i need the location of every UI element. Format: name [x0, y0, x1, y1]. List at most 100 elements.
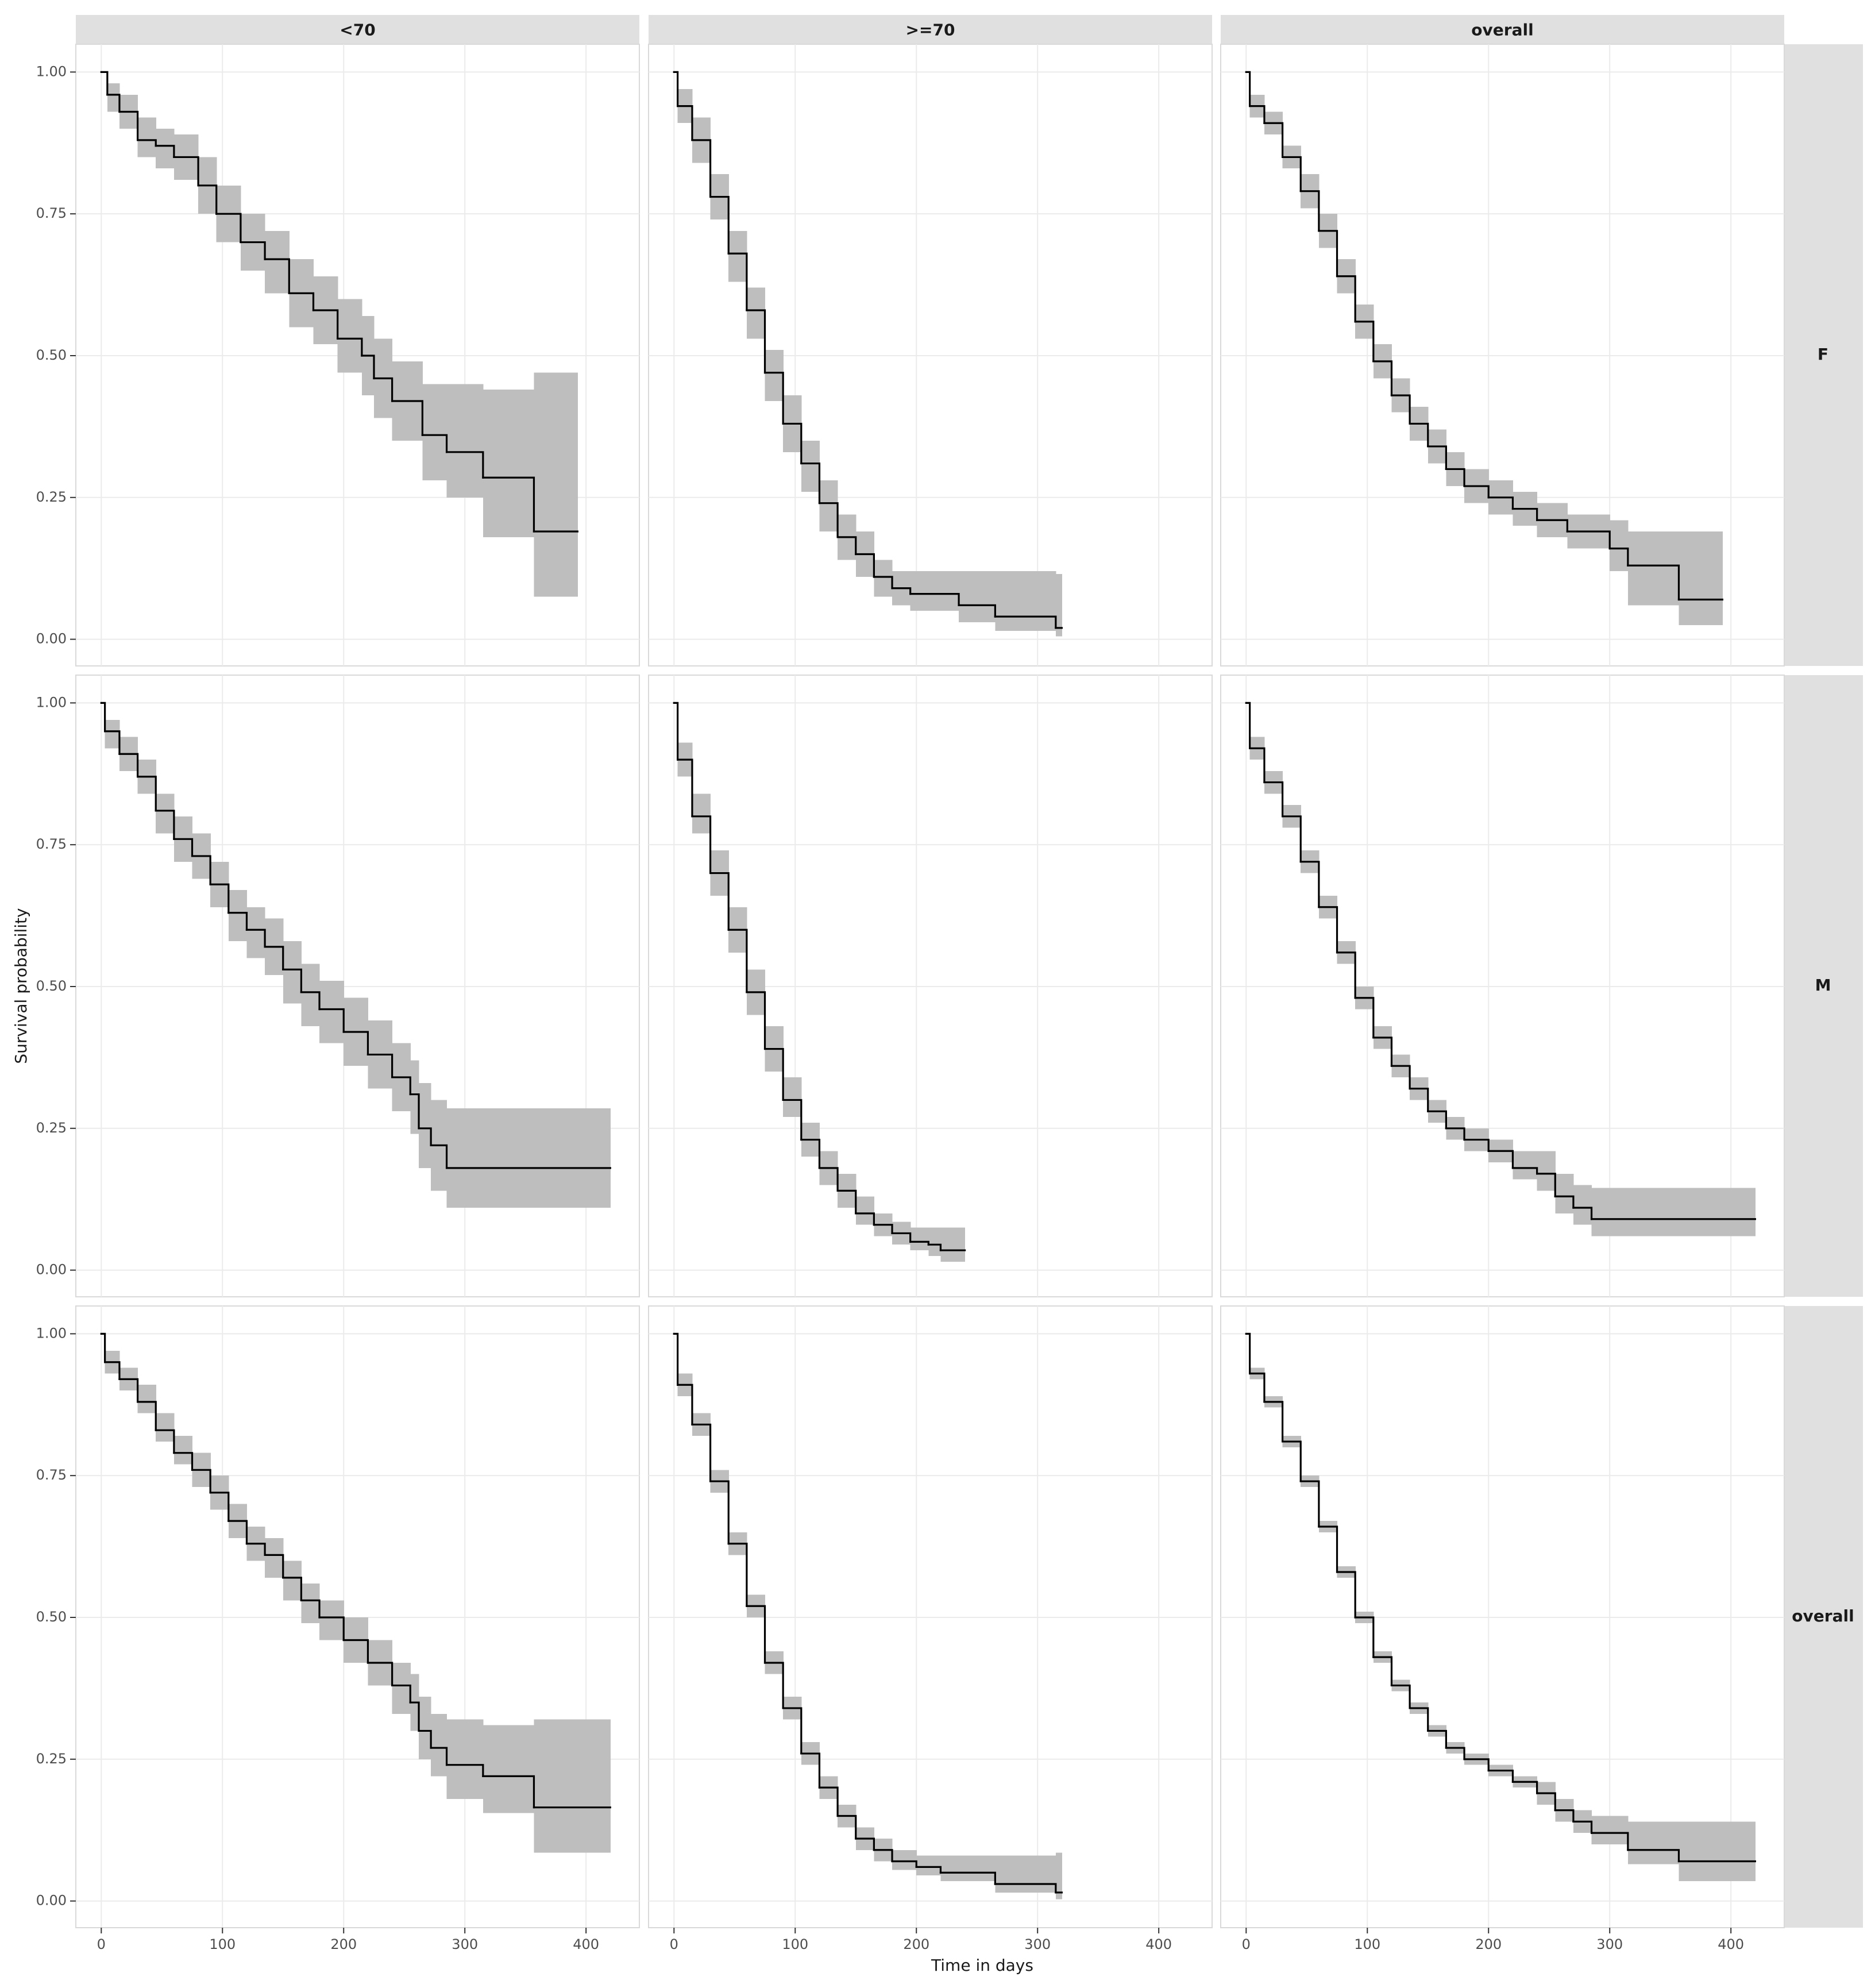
confidence-band — [173, 1436, 193, 1465]
survival-step — [1263, 781, 1284, 818]
survival-step — [391, 1684, 411, 1704]
survival-step — [482, 1775, 535, 1809]
confidence-band — [801, 441, 820, 492]
survival-step — [818, 1786, 839, 1817]
confidence-band — [940, 1855, 996, 1882]
survival-step — [240, 241, 266, 260]
survival-step — [1572, 1207, 1593, 1220]
survival-step — [173, 156, 199, 187]
survival-step — [209, 1492, 230, 1522]
survival-step — [1566, 530, 1611, 550]
survival-step — [1245, 1332, 1251, 1375]
confidence-band — [783, 1077, 802, 1118]
confidence-band — [765, 350, 784, 401]
survival-step — [873, 1224, 893, 1235]
confidence-band — [1610, 520, 1629, 572]
survival-step — [1263, 1401, 1284, 1443]
confidence-band — [959, 571, 996, 622]
confidence-band — [446, 1108, 611, 1208]
survival-step — [409, 1701, 420, 1732]
confidence-band — [483, 390, 535, 537]
survival-step — [782, 1099, 803, 1141]
survival-step — [1372, 1037, 1393, 1067]
survival-step — [673, 702, 679, 761]
survival-step — [136, 139, 157, 147]
strip-background — [1783, 675, 1863, 1297]
survival-step — [366, 1053, 393, 1078]
survival-step — [215, 213, 242, 244]
survival-step — [421, 434, 448, 453]
x-tick-label: 200 — [1475, 1936, 1502, 1952]
confidence-band — [855, 1196, 874, 1225]
survival-step — [746, 309, 766, 374]
survival-step — [1318, 230, 1338, 278]
confidence-band — [156, 1413, 175, 1442]
survival-step — [855, 1212, 875, 1226]
y-tick-label: 1.00 — [36, 63, 67, 79]
survival-step — [994, 615, 1057, 629]
survival-step — [366, 1662, 393, 1687]
confidence-band — [137, 117, 156, 157]
survival-step — [118, 1378, 139, 1403]
confidence-band — [483, 1725, 535, 1813]
survival-step — [100, 71, 109, 96]
strip-label: M — [1815, 976, 1831, 995]
survival-step — [1511, 1167, 1538, 1175]
y-tick-label: 0.50 — [36, 978, 67, 994]
survival-step — [836, 1814, 857, 1840]
survival-step — [391, 400, 423, 436]
y-tick-label: 0.75 — [36, 836, 67, 852]
confidence-band — [319, 981, 344, 1043]
confidence-band — [1591, 1188, 1756, 1236]
survival-step — [673, 1332, 679, 1386]
survival-step — [873, 576, 893, 590]
survival-step — [1299, 1480, 1320, 1528]
confidence-band — [107, 83, 120, 112]
survival-step — [909, 593, 960, 606]
survival-step — [818, 502, 839, 538]
survival-step — [1249, 1372, 1266, 1403]
survival-step — [318, 1008, 345, 1033]
survival-step — [763, 1047, 784, 1101]
survival-step — [1390, 1065, 1411, 1090]
survival-step — [691, 815, 712, 874]
survival-step — [1627, 1849, 1680, 1863]
survival-step — [445, 451, 484, 479]
survival-step — [1281, 156, 1302, 192]
survival-step — [373, 377, 393, 402]
confidence-band — [892, 1850, 917, 1870]
survival-step — [1318, 1525, 1338, 1573]
survival-step — [136, 776, 157, 812]
survival-step — [746, 991, 766, 1050]
survival-step — [727, 252, 748, 311]
survival-step — [418, 1729, 432, 1749]
survival-step — [1463, 1758, 1490, 1772]
survival-step — [855, 553, 875, 578]
x-tick-label: 300 — [1024, 1936, 1051, 1952]
confidence-band — [534, 372, 578, 597]
survival-step — [245, 1543, 266, 1556]
confidence-band — [1627, 1821, 1680, 1864]
survival-step — [1487, 1150, 1514, 1169]
confidence-band — [283, 1561, 302, 1601]
survival-step — [209, 883, 230, 914]
y-tick-label: 1.00 — [36, 1325, 67, 1341]
y-tick-label: 0.75 — [36, 1467, 67, 1483]
survival-step — [800, 1138, 821, 1169]
survival-step — [104, 730, 121, 755]
confidence-band — [246, 907, 265, 958]
survival-step — [361, 355, 375, 380]
confidence-band — [431, 1713, 447, 1777]
confidence-band — [419, 1697, 431, 1759]
x-tick-label: 100 — [209, 1936, 236, 1952]
survival-step — [1445, 468, 1465, 487]
survival-step — [1390, 1684, 1411, 1709]
survival-step — [1409, 1088, 1429, 1112]
survival-step — [1336, 275, 1356, 323]
survival-step — [312, 309, 339, 340]
survival-step — [709, 1480, 730, 1545]
survival-step — [391, 1076, 411, 1096]
y-tick-label: 0.00 — [36, 1262, 67, 1278]
confidence-band — [995, 1855, 1056, 1893]
